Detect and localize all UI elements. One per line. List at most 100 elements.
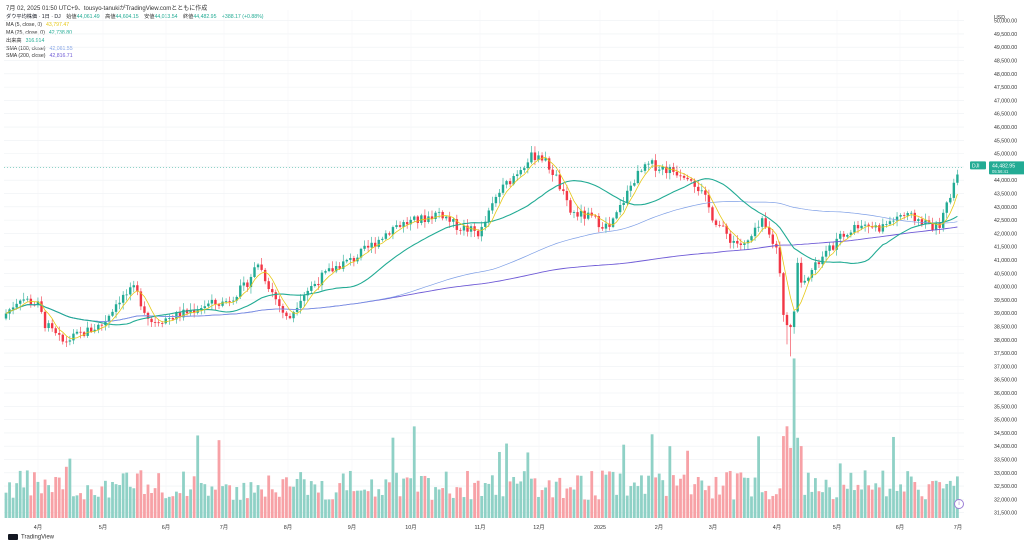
candle-body xyxy=(100,324,104,326)
volume-bar xyxy=(892,436,895,518)
candle-body xyxy=(934,222,938,231)
volume-bar xyxy=(104,480,107,518)
volume-bar xyxy=(551,497,555,518)
candle-body xyxy=(803,280,806,283)
candle-body xyxy=(50,323,54,329)
candle-body xyxy=(942,212,945,228)
volume-bar xyxy=(189,489,192,518)
candle-body xyxy=(956,174,959,183)
volume-bar xyxy=(18,470,22,518)
candle-body xyxy=(718,224,721,226)
legend-open-label: 始値 xyxy=(66,14,77,20)
volume-bar xyxy=(739,472,743,518)
price-axis-label: 44,000.00 xyxy=(994,178,1017,184)
candle-body xyxy=(232,300,235,302)
volume-bar xyxy=(885,496,888,518)
candle-body xyxy=(182,309,185,318)
volume-bar xyxy=(789,447,792,518)
candle-body xyxy=(473,226,476,231)
candle-body xyxy=(697,186,700,192)
volume-bar xyxy=(419,476,423,518)
candle-body xyxy=(675,171,679,176)
volume-bar xyxy=(700,480,704,518)
volume-bar xyxy=(792,358,796,518)
candle-body xyxy=(647,163,650,165)
volume-bar xyxy=(696,477,700,518)
volume-bar xyxy=(75,495,79,518)
time-axis-label: 6月 xyxy=(896,524,904,531)
legend-ma25[interactable]: MA (25, close, 0) 42,738.80 xyxy=(6,30,267,38)
candle-body xyxy=(849,232,853,235)
volume-bar xyxy=(295,478,299,518)
candle-body xyxy=(352,258,356,262)
candle-body xyxy=(810,269,814,278)
volume-bar xyxy=(61,489,65,518)
candle-body xyxy=(370,242,373,248)
volume-bar xyxy=(796,437,800,518)
volume-bar xyxy=(586,499,590,518)
volume-bar xyxy=(50,492,54,518)
candle-body xyxy=(334,266,338,272)
price-axis-label: 33,500.00 xyxy=(994,457,1017,463)
volume-bar xyxy=(672,475,675,518)
volume-bar xyxy=(714,476,718,518)
volume-bar xyxy=(366,491,370,518)
candle-body xyxy=(640,170,643,172)
volume-bar xyxy=(317,492,320,518)
candle-body xyxy=(902,215,906,216)
candle-body xyxy=(72,333,75,341)
volume-bar xyxy=(25,470,29,518)
volume-bar xyxy=(767,499,771,518)
candle-body xyxy=(881,224,885,232)
volume-bar xyxy=(334,492,338,518)
volume-bar xyxy=(643,493,647,518)
volume-bar xyxy=(260,489,263,518)
volume-bar xyxy=(647,475,650,518)
volume-bar xyxy=(909,476,913,518)
volume-bar xyxy=(82,499,86,518)
volume-bar xyxy=(327,499,331,518)
candle-body xyxy=(391,227,395,235)
volume-bar xyxy=(437,489,441,518)
candle-body xyxy=(579,210,583,217)
volume-bar xyxy=(86,485,90,518)
candle-body xyxy=(888,221,892,225)
volume-bar xyxy=(579,475,583,518)
volume-bar xyxy=(721,485,725,518)
price-axis-label: 33,000.00 xyxy=(994,471,1017,477)
volume-bar xyxy=(814,478,817,518)
volume-bar xyxy=(569,487,572,518)
tradingview-logo[interactable]: TradingView xyxy=(8,534,54,541)
candle-body xyxy=(917,219,920,222)
candle-body xyxy=(97,324,100,330)
legend-volume[interactable]: 出来高 316.914 xyxy=(6,38,267,46)
price-axis-label: 41,000.00 xyxy=(994,258,1017,264)
candle-body xyxy=(796,262,799,312)
volume-bar xyxy=(757,436,760,518)
volume-bar xyxy=(931,481,934,518)
sma100-line xyxy=(5,201,958,322)
volume-bar xyxy=(693,484,697,518)
legend-sma200[interactable]: SMA (200, close) 42,816.71 xyxy=(6,53,267,61)
price-axis-label: 47,500.00 xyxy=(994,85,1017,91)
legend-ma5[interactable]: MA (5, close, 0) 43,797.47 xyxy=(6,22,267,30)
candle-body xyxy=(601,227,604,229)
candle-body xyxy=(650,160,654,164)
candle-body xyxy=(267,281,270,290)
volume-bar xyxy=(537,496,540,518)
candle-body xyxy=(551,169,554,176)
price-axis-label: 38,500.00 xyxy=(994,325,1017,331)
volume-bar xyxy=(835,497,839,518)
candle-body xyxy=(164,318,167,324)
volume-bar xyxy=(206,495,210,518)
event-marker-icon[interactable]: i xyxy=(954,499,964,509)
volume-bar xyxy=(277,496,281,518)
candle-body xyxy=(395,225,398,228)
candle-body xyxy=(682,175,686,178)
legend-sma100[interactable]: SMA (100, close) 42,061.55 xyxy=(6,46,267,54)
candle-body xyxy=(792,311,796,328)
volume-bar xyxy=(870,489,874,518)
price-axis-label: 43,500.00 xyxy=(994,192,1017,198)
candle-body xyxy=(82,332,86,336)
